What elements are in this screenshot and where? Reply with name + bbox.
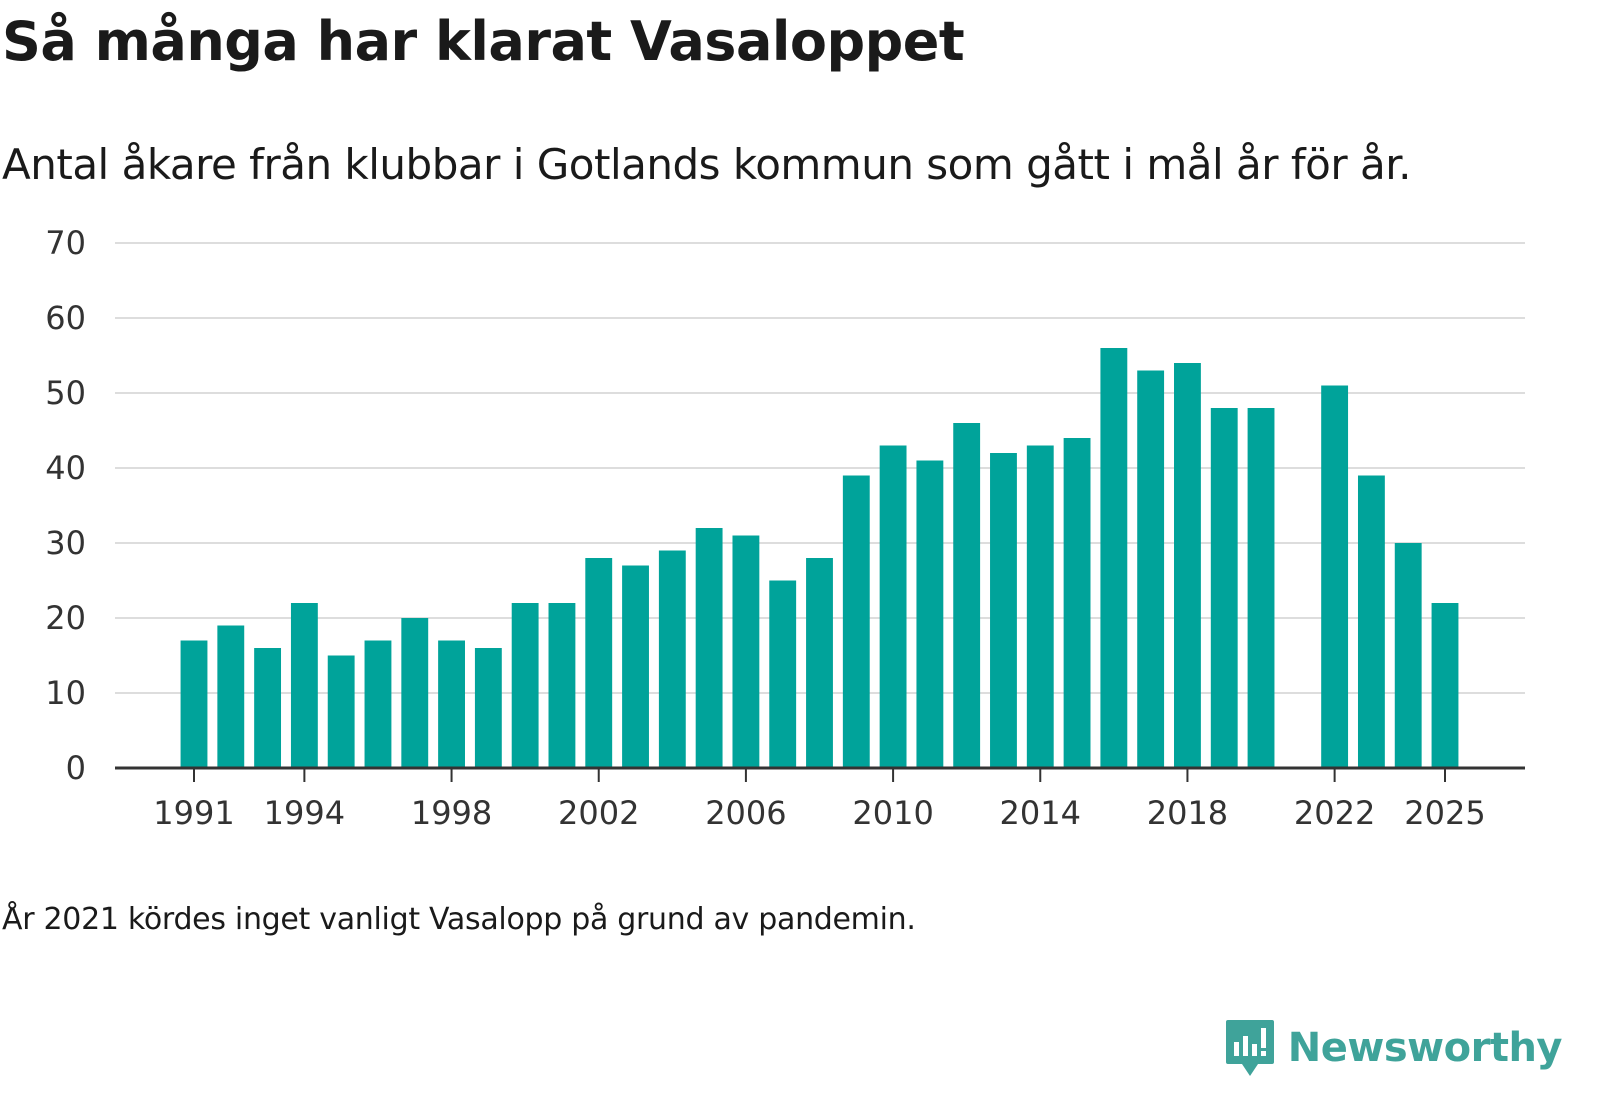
bar-2018 bbox=[1174, 363, 1201, 768]
bar-1991 bbox=[180, 640, 208, 768]
bar-2016 bbox=[1100, 348, 1128, 768]
y-tick-label-40: 40 bbox=[45, 449, 86, 487]
y-tick-label-10: 10 bbox=[45, 674, 86, 712]
bar-2006 bbox=[732, 535, 760, 768]
bar-2023 bbox=[1357, 475, 1385, 768]
x-tick-label-1998: 1998 bbox=[411, 794, 492, 832]
bar-2017 bbox=[1137, 370, 1165, 768]
newsworthy-bar-chart-logo-icon bbox=[1225, 1020, 1274, 1076]
chart-title: Så många har klarat Vasaloppet bbox=[2, 10, 965, 73]
x-tick-label-2022: 2022 bbox=[1294, 794, 1375, 832]
bar-1993 bbox=[254, 648, 282, 768]
x-tick-label-2025: 2025 bbox=[1404, 794, 1485, 832]
bar-2012 bbox=[953, 423, 981, 768]
bar-2008 bbox=[806, 558, 833, 768]
y-tick-label-50: 50 bbox=[45, 374, 86, 412]
y-tick-label-70: 70 bbox=[45, 224, 86, 262]
x-tick-label-2018: 2018 bbox=[1147, 794, 1228, 832]
bars bbox=[180, 348, 1459, 768]
y-axis-labels: 0 10 20 30 40 50 60 70 bbox=[45, 224, 86, 787]
bar-2010 bbox=[879, 445, 907, 768]
x-tick-label-2010: 2010 bbox=[852, 794, 933, 832]
bar-2007 bbox=[769, 580, 797, 768]
bar-2004 bbox=[658, 550, 686, 768]
x-tick-label-1991: 1991 bbox=[153, 794, 234, 832]
footnote: År 2021 kördes inget vanligt Vasalopp på… bbox=[2, 902, 916, 937]
bar-1997 bbox=[401, 618, 429, 768]
bar-1994 bbox=[290, 603, 318, 768]
bar-2020 bbox=[1247, 408, 1275, 768]
y-tick-label-20: 20 bbox=[45, 599, 86, 637]
bar-2009 bbox=[842, 475, 870, 768]
y-tick-label-30: 30 bbox=[45, 524, 86, 562]
bar-2000 bbox=[511, 603, 539, 768]
x-tick-label-2002: 2002 bbox=[558, 794, 639, 832]
bar-2019 bbox=[1210, 408, 1238, 768]
gridlines bbox=[115, 242, 1525, 694]
bar-2015 bbox=[1063, 438, 1091, 768]
bar-2005 bbox=[695, 528, 723, 768]
bar-2001 bbox=[548, 603, 576, 768]
bar-2025 bbox=[1431, 603, 1459, 768]
x-tick-label-2006: 2006 bbox=[705, 794, 786, 832]
bar-1995 bbox=[327, 655, 355, 768]
brand-name: Newsworthy bbox=[1287, 1025, 1563, 1071]
bar-2003 bbox=[622, 565, 649, 768]
bar-1999 bbox=[474, 648, 502, 768]
bar-2011 bbox=[916, 460, 944, 768]
chart-subtitle: Antal åkare från klubbar i Gotlands komm… bbox=[2, 140, 1411, 189]
x-tick-label-1994: 1994 bbox=[264, 794, 345, 832]
x-tick-label-2014: 2014 bbox=[1000, 794, 1081, 832]
bar-2022 bbox=[1321, 385, 1349, 768]
bar-2014 bbox=[1026, 445, 1054, 768]
y-tick-label-60: 60 bbox=[45, 299, 86, 337]
bar-2013 bbox=[990, 453, 1017, 768]
bar-chart: 0 10 20 30 40 50 60 70 1991 1994 1998 2002 2006 2010… bbox=[45, 224, 1525, 832]
bar-1998 bbox=[438, 640, 465, 768]
bar-1996 bbox=[364, 640, 392, 768]
bar-1992 bbox=[217, 625, 245, 768]
brand[interactable]: Newsworthy bbox=[1224, 1018, 1563, 1078]
bar-2024 bbox=[1394, 543, 1422, 768]
bar-2002 bbox=[585, 558, 613, 768]
y-tick-label-0: 0 bbox=[66, 749, 86, 787]
x-axis-ticks: 1991 1994 1998 2002 2006 2010 2014 2018 2022 2025 bbox=[153, 768, 1486, 832]
